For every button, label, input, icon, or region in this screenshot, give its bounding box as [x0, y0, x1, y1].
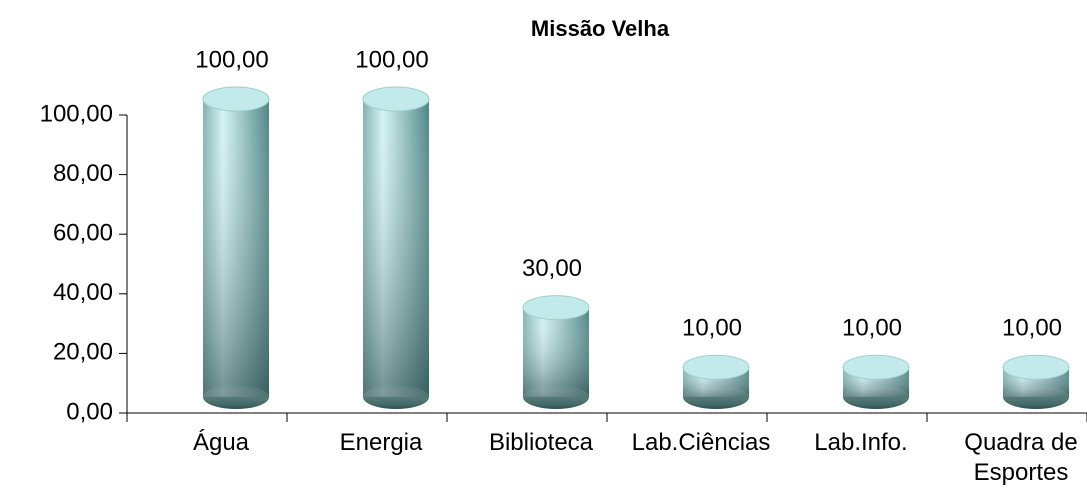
bar: [522, 295, 590, 409]
y-tick-label: 40,00: [53, 279, 113, 306]
x-tick-label: Água: [192, 429, 250, 456]
y-tick-label: 60,00: [53, 220, 113, 247]
bar: [1002, 354, 1070, 409]
x-tick-label: Lab.Ciências: [631, 429, 771, 456]
value-label: 100,00: [355, 46, 428, 73]
value-label: 10,00: [1002, 315, 1062, 342]
x-tick-label: Energia: [339, 429, 423, 456]
x-tick-label: Quadra de Esportes: [964, 429, 1078, 486]
x-tick-label: Biblioteca: [488, 429, 594, 456]
y-tick-label: 100,00: [40, 100, 113, 127]
bar: [202, 86, 270, 409]
chart-title: Missão Velha: [531, 16, 670, 41]
x-tick-label: Lab.Info.: [814, 429, 908, 456]
y-tick-label: 80,00: [53, 160, 113, 187]
y-tick-label: 20,00: [53, 339, 113, 366]
value-label: 10,00: [842, 315, 902, 342]
bar: [682, 354, 750, 409]
value-label: 10,00: [682, 315, 742, 342]
bar: [842, 354, 910, 409]
bar: [362, 86, 430, 409]
value-label: 100,00: [195, 46, 268, 73]
y-tick-label: 0,00: [66, 398, 113, 425]
value-label: 30,00: [522, 255, 582, 282]
